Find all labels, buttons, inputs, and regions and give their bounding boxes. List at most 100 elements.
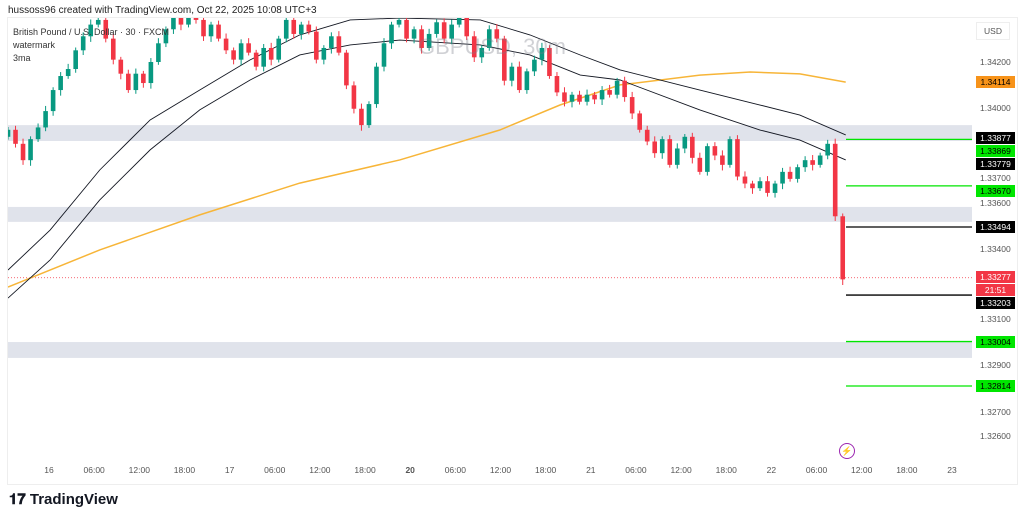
time-axis-tick: 17	[224, 465, 235, 475]
candle-body	[757, 181, 763, 189]
support-resistance-zone	[8, 342, 972, 358]
candle-body	[268, 47, 274, 60]
candle-body	[291, 19, 297, 34]
price-axis-tick: 1.32900	[980, 360, 1011, 371]
candle-body	[787, 171, 793, 179]
candle-body	[486, 29, 492, 48]
candle-body	[840, 216, 846, 280]
currency-button[interactable]: USD	[976, 22, 1010, 40]
candle-body	[720, 155, 725, 165]
candle-body	[539, 47, 545, 60]
candle-body	[592, 94, 597, 100]
price-axis-tick: 1.33100	[980, 313, 1011, 324]
candle-body	[133, 73, 139, 91]
candle-body	[517, 66, 522, 91]
candle-body	[419, 29, 424, 48]
candle-body	[276, 38, 282, 60]
plot-area	[8, 18, 972, 358]
time-axis-tick: 06:00	[264, 465, 286, 475]
time-axis-tick: 18:00	[896, 465, 918, 475]
candle-body	[321, 47, 327, 60]
candle-body	[742, 176, 748, 184]
candle-body	[43, 111, 48, 128]
candle-body	[389, 24, 394, 44]
candle-body	[156, 43, 161, 62]
time-axis-tick: 12:00	[489, 465, 512, 475]
candle-body	[148, 62, 154, 84]
candle-body	[246, 43, 251, 53]
time-axis-tick: 22	[766, 465, 777, 475]
candle-body	[118, 59, 124, 74]
candle-body	[629, 97, 635, 114]
candle-body	[532, 59, 537, 72]
chart-frame	[7, 17, 1018, 485]
level-price-label: 1.33670	[976, 185, 1015, 198]
candle-body	[817, 155, 823, 165]
candle-body	[411, 29, 417, 39]
legend-3ma[interactable]: 3ma	[13, 53, 31, 63]
candle-body	[216, 24, 221, 39]
candle-body	[644, 129, 650, 142]
brand-name: TradingView	[29, 491, 118, 508]
candle-body	[306, 24, 312, 32]
time-axis-tick: 16	[44, 465, 54, 475]
candle-body	[780, 171, 785, 184]
time-axis-tick: 06:00	[625, 465, 647, 475]
axis-price-label: 1.33877	[976, 131, 1015, 144]
bar-countdown: 21:51	[976, 283, 1015, 296]
time-axis-tick: 06:00	[83, 465, 105, 475]
legend-symbol[interactable]: British Pound / U.S. Dollar · 30 · FXCM	[13, 27, 170, 37]
last-price-label: 1.33277	[976, 270, 1015, 283]
candle-body	[441, 22, 447, 39]
candle-body	[434, 22, 439, 34]
candle-body	[727, 139, 733, 165]
candle-body	[637, 113, 642, 130]
candle-body	[231, 50, 236, 60]
candle-body	[28, 139, 33, 161]
price-axis-tick: 1.33600	[980, 198, 1011, 209]
candle-body	[95, 19, 101, 25]
candle-body	[178, 18, 184, 25]
candle-body	[344, 52, 349, 86]
time-axis-tick: 12:00	[309, 465, 331, 475]
candle-body	[471, 36, 477, 58]
candle-body	[171, 18, 176, 30]
symbol-watermark: GBPUSD, 30m	[418, 34, 566, 59]
support-resistance-zone	[8, 206, 972, 222]
ma-lower-line	[8, 39, 846, 299]
candle-body	[374, 66, 379, 105]
price-axis-tick: 1.32700	[980, 407, 1011, 418]
candle-body	[832, 143, 838, 217]
candle-body	[449, 24, 454, 39]
candle-body	[479, 47, 485, 58]
legend-watermark[interactable]: watermark	[13, 40, 56, 50]
time-axis-tick: 20	[405, 465, 415, 475]
candle-body	[802, 160, 808, 168]
level-price-label: 1.33494	[976, 221, 1015, 234]
candle-body	[88, 24, 94, 37]
candle-body	[381, 43, 387, 67]
axis-price-label: 1.34114	[976, 76, 1015, 89]
candle-body	[735, 139, 740, 177]
candle-body	[208, 24, 214, 37]
candle-body	[426, 33, 432, 48]
level-price-label: 1.33203	[976, 296, 1015, 309]
tradingview-logo[interactable]: 𝟏𝟕 TradingView	[9, 491, 118, 508]
candle-body	[163, 29, 169, 44]
candle-body	[336, 36, 342, 53]
candle-body	[396, 19, 402, 25]
candle-body	[562, 92, 567, 102]
candle-body	[80, 36, 86, 51]
time-axis-tick: 06:00	[805, 465, 828, 475]
candle-body	[502, 38, 507, 81]
candle-body	[223, 38, 229, 51]
candle-body	[765, 181, 770, 193]
candle-body	[65, 69, 71, 77]
candle-body	[193, 18, 199, 20]
time-axis-tick: 18:00	[535, 465, 557, 475]
time-axis-tick: 12:00	[128, 465, 150, 475]
candle-body	[329, 36, 334, 48]
lightning-icon[interactable]: ⚡	[839, 443, 855, 459]
candle-body	[494, 29, 500, 39]
